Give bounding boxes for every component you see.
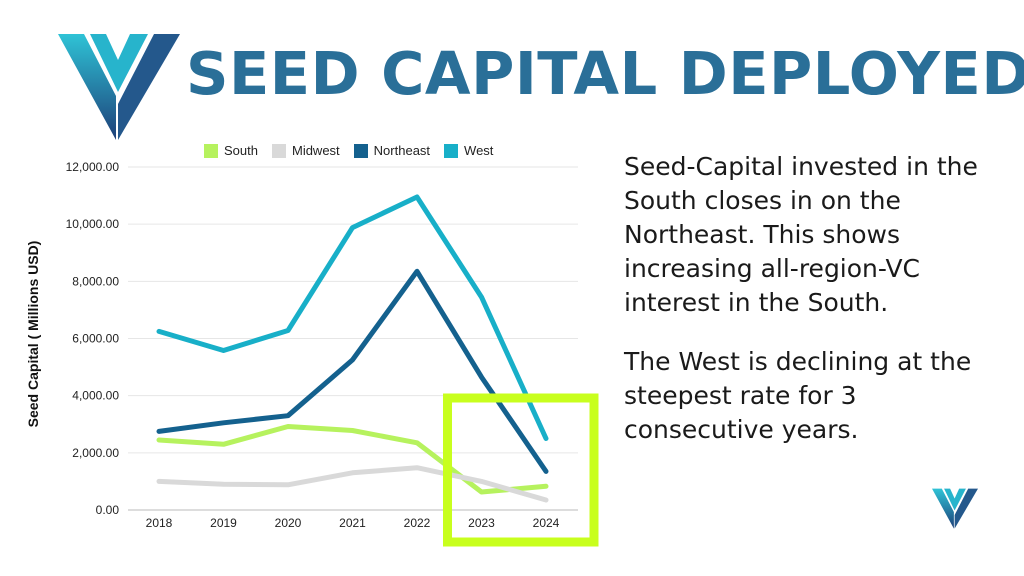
legend-label-south: South	[224, 143, 258, 158]
legend-item-west: West	[444, 143, 493, 158]
x-tick-label: 2022	[404, 516, 431, 530]
x-tick-label: 2024	[533, 516, 560, 530]
x-tick-label: 2023	[468, 516, 495, 530]
series-line-northeast	[156, 268, 549, 474]
legend-label-midwest: Midwest	[291, 143, 340, 158]
highlight-box	[443, 393, 599, 547]
v-logo-small-icon	[932, 488, 978, 529]
series-line-west	[156, 194, 549, 441]
legend-item-midwest: Midwest	[271, 143, 340, 158]
y-tick-label: 10,000.00	[66, 217, 120, 231]
series-line-midwest	[156, 465, 549, 503]
chart-legend: South Midwest Northeast West	[204, 143, 493, 158]
series-line-south	[156, 424, 549, 495]
y-tick-label: 0.00	[96, 503, 120, 517]
x-tick-label: 2020	[275, 516, 302, 530]
y-tick-label: 2,000.00	[72, 446, 119, 460]
page-title: SEED CAPITAL DEPLOYED	[186, 39, 1024, 108]
commentary-paragraph-2: The West is declining at the steepest ra…	[624, 347, 972, 444]
commentary: Seed-Capital invested in the South close…	[624, 150, 994, 472]
v-logo-icon	[58, 34, 180, 140]
legend-swatch-northeast	[353, 143, 368, 158]
legend-label-west: West	[464, 143, 494, 158]
legend-swatch-south	[204, 143, 218, 158]
y-tick-label: 12,000.00	[66, 160, 120, 174]
legend-swatch-midwest	[271, 143, 286, 158]
legend-item-northeast: Northeast	[353, 143, 431, 158]
y-tick-label: 4,000.00	[72, 389, 119, 403]
x-tick-label: 2018	[146, 516, 173, 530]
y-tick-label: 8,000.00	[72, 274, 119, 288]
legend-label-northeast: Northeast	[373, 143, 431, 158]
legend-swatch-west	[444, 143, 459, 158]
legend-item-south: South	[204, 143, 258, 158]
x-tick-label: 2019	[210, 516, 237, 530]
commentary-paragraph-1: Seed-Capital invested in the South close…	[624, 152, 978, 317]
x-tick-label: 2021	[339, 516, 366, 530]
y-tick-label: 6,000.00	[72, 332, 119, 346]
